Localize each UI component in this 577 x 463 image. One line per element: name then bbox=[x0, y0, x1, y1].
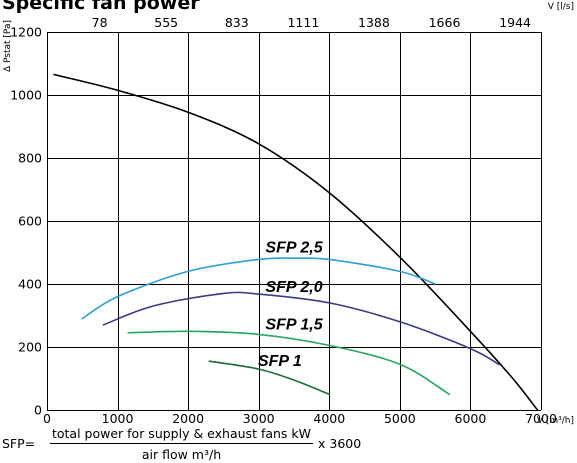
series-label: SFP 1,5 bbox=[265, 317, 323, 334]
series-labels: SFP 2,5 SFP 2,0 SFP 1,5 SFP 1 bbox=[258, 240, 324, 370]
series-line bbox=[127, 330, 451, 396]
x-tick-label: 2000 bbox=[172, 411, 204, 426]
x2-tick-label: 833 bbox=[225, 15, 249, 30]
series-line bbox=[81, 257, 436, 320]
x2-tick-label: 1388 bbox=[358, 15, 390, 30]
x2-tick-label: 555 bbox=[154, 15, 178, 30]
formula-denominator: air flow m³/h bbox=[141, 447, 222, 462]
formula-fraction-bar bbox=[50, 443, 313, 444]
fan-curve-line bbox=[53, 73, 539, 411]
series-line bbox=[102, 291, 500, 366]
fan-power-chart: Specific fan power Δ Pstat [Pa] V [l/s] … bbox=[2, 0, 574, 426]
y-tick-label: 800 bbox=[18, 151, 42, 166]
sfp-formula: SFP= total power for supply & exhaust fa… bbox=[0, 426, 577, 463]
y-tick-label: 400 bbox=[18, 277, 42, 292]
x-tick-label: 1000 bbox=[102, 411, 134, 426]
formula-lhs: SFP= bbox=[2, 436, 36, 451]
x2-axis-label: V [l/s] bbox=[548, 2, 574, 12]
y-tick-label: 1000 bbox=[10, 88, 42, 103]
x2-tick-label: 1944 bbox=[499, 15, 531, 30]
series-label: SFP 2,0 bbox=[265, 279, 322, 296]
x-tick-label: 6000 bbox=[455, 411, 487, 426]
formula-numerator: total power for supply & exhaust fans kW bbox=[51, 426, 312, 441]
series-curves bbox=[53, 73, 539, 411]
y-axis-label: Δ Pstat [Pa] bbox=[3, 20, 13, 72]
chart-title: Specific fan power bbox=[2, 0, 200, 14]
x2-tick-label: 1666 bbox=[429, 15, 461, 30]
x-axis-label: V [m³/h] bbox=[537, 416, 574, 426]
series-label: SFP 2,5 bbox=[265, 240, 323, 257]
x-tick-label: 3000 bbox=[243, 411, 275, 426]
grid bbox=[47, 32, 542, 411]
y-tick-label: 1200 bbox=[10, 25, 42, 40]
formula-multiplier: x 3600 bbox=[318, 436, 362, 451]
x-tick-label: 4000 bbox=[313, 411, 345, 426]
x-tick-label: 5000 bbox=[384, 411, 416, 426]
x2-tick-label: 1111 bbox=[287, 15, 319, 30]
series-line bbox=[208, 360, 331, 396]
x-tick-label: 0 bbox=[43, 411, 51, 426]
y-tick-label: 600 bbox=[18, 214, 42, 229]
tick-labels: 0 1000 2000 3000 4000 5000 6000 7000 0 200 400 600 8… bbox=[10, 15, 557, 426]
y-tick-label: 200 bbox=[18, 340, 42, 355]
y-tick-label: 0 bbox=[34, 403, 42, 418]
x-tick-label: 7000 bbox=[525, 411, 557, 426]
x2-tick-label: 78 bbox=[92, 15, 108, 30]
series-label: SFP 1 bbox=[258, 353, 302, 370]
